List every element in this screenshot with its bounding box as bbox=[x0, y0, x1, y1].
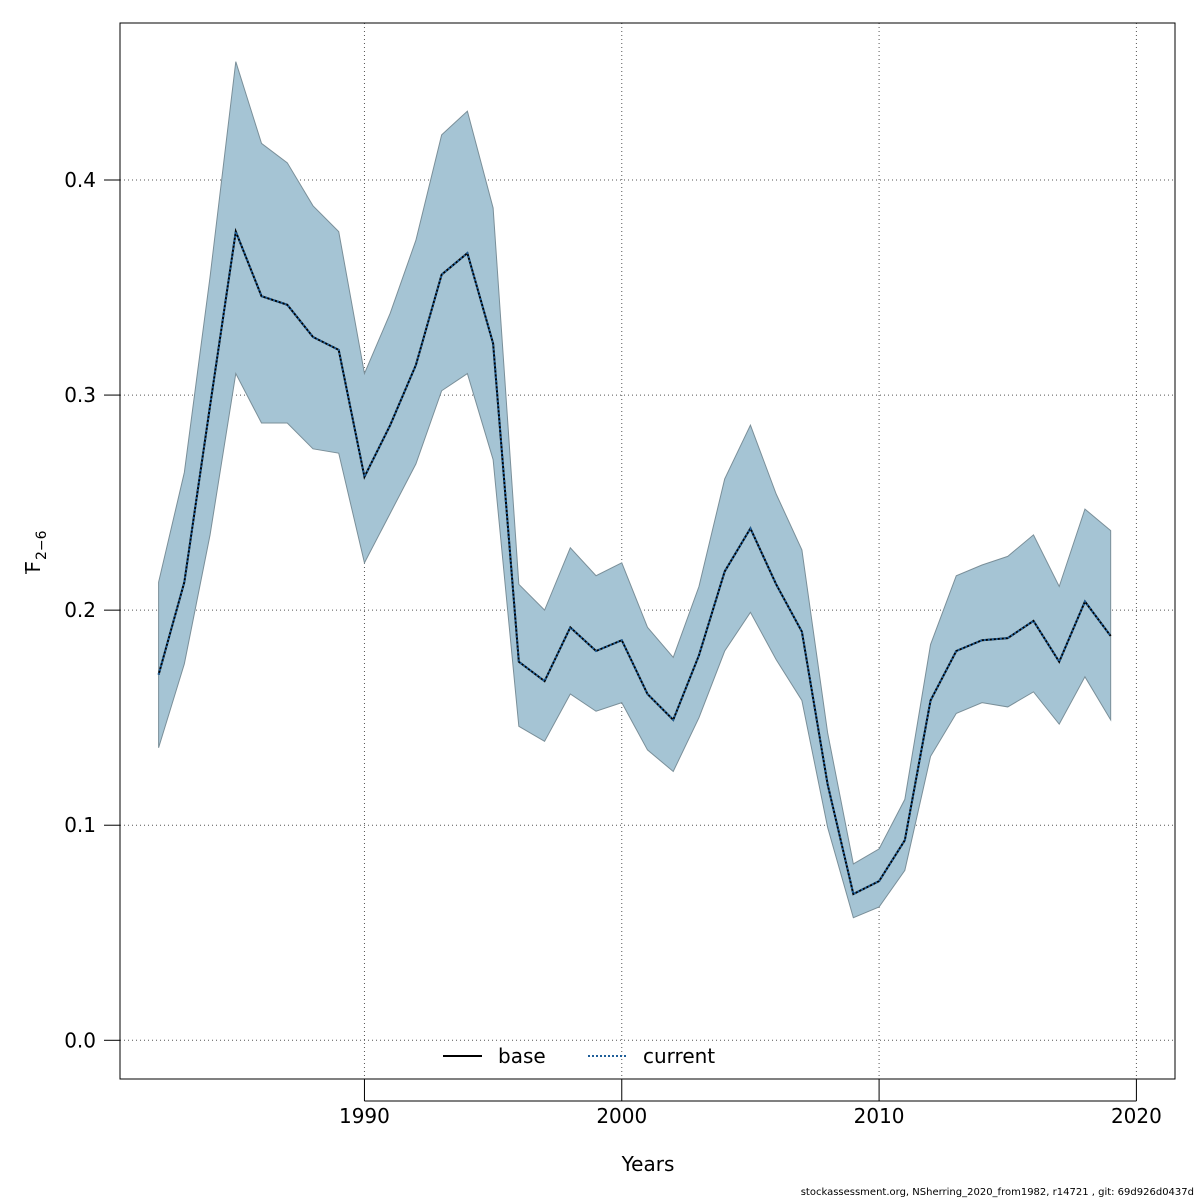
legend-label-base: base bbox=[498, 1044, 546, 1068]
y-tick-label-1: 0.1 bbox=[64, 813, 96, 837]
x-axis: 1990 2000 2010 2020 bbox=[339, 1079, 1162, 1128]
confidence-band bbox=[158, 61, 1112, 919]
y-axis-title-sub: 2−6 bbox=[34, 530, 50, 560]
x-tick-label-2020: 2020 bbox=[1111, 1104, 1162, 1128]
y-tick-label-2: 0.2 bbox=[64, 598, 96, 622]
y-axis-title-main: F bbox=[21, 561, 45, 573]
y-axis-title: F 2−6 bbox=[21, 530, 50, 574]
y-tick-label-4: 0.4 bbox=[64, 168, 96, 192]
plot-frame bbox=[119, 22, 1176, 1080]
footer-credit: stockassessment.org, NSherring_2020_from… bbox=[800, 1187, 1194, 1198]
y-axis: 0.0 0.1 0.2 0.3 0.4 bbox=[64, 168, 120, 1052]
legend: base current bbox=[443, 1044, 715, 1068]
svg-text:F: F bbox=[21, 561, 45, 573]
x-tick-label-1990: 1990 bbox=[339, 1104, 390, 1128]
x-axis-title: Years bbox=[621, 1152, 675, 1176]
y-tick-label-0: 0.0 bbox=[64, 1028, 96, 1052]
legend-label-current: current bbox=[643, 1044, 715, 1068]
y-tick-label-3: 0.3 bbox=[64, 383, 96, 407]
series-line-current bbox=[157, 227, 1112, 896]
x-tick-label-2000: 2000 bbox=[596, 1104, 647, 1128]
x-tick-label-2010: 2010 bbox=[854, 1104, 905, 1128]
